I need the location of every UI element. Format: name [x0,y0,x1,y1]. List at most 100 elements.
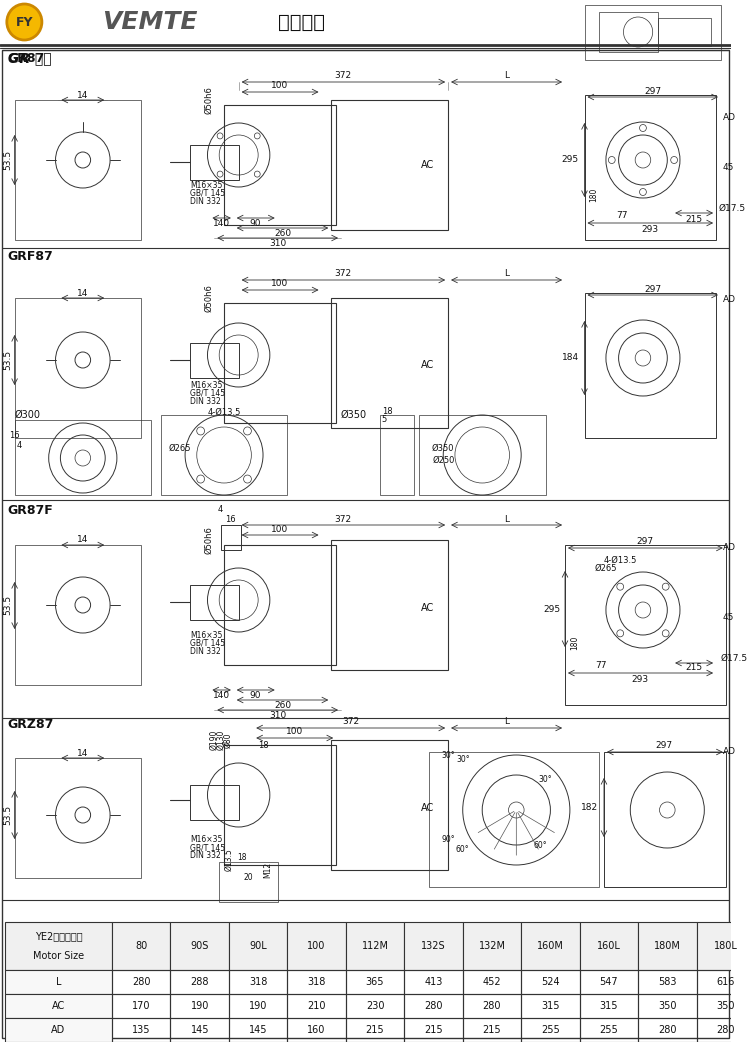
Text: 145: 145 [249,1025,268,1035]
Text: 182: 182 [581,802,598,812]
Bar [463,994,521,1018]
Text: 135: 135 [132,1025,151,1035]
Text: 295: 295 [543,605,560,615]
Bar [638,970,697,994]
Text: GB/T 145: GB/T 145 [190,639,225,647]
Text: Ø50h6: Ø50h6 [205,284,214,312]
Text: 310: 310 [269,711,286,719]
Bar [112,1018,170,1042]
Text: Ø17.5: Ø17.5 [719,203,746,213]
Text: Ø350: Ø350 [432,444,454,452]
Text: 310: 310 [269,240,286,248]
Bar [521,1018,580,1042]
Text: Ø265: Ø265 [169,444,191,452]
Text: AC: AC [421,603,434,613]
Bar [380,415,414,495]
Bar [4,970,112,994]
Bar [332,298,448,428]
Bar [580,1018,638,1042]
Bar [160,415,287,495]
Text: Ø250: Ø250 [432,455,454,465]
Text: 293: 293 [632,675,649,685]
Text: 260: 260 [274,700,291,710]
Bar [584,5,721,60]
Text: 5: 5 [382,416,387,424]
Text: 170: 170 [132,1001,151,1011]
Text: 315: 315 [599,1001,618,1011]
Text: 18: 18 [382,407,392,417]
Text: 112M: 112M [362,941,388,951]
Text: 90S: 90S [190,941,209,951]
Bar [170,1018,229,1042]
Text: 297: 297 [636,538,653,546]
Text: 215: 215 [424,1025,442,1035]
Text: 80: 80 [135,941,148,951]
Text: M16×35: M16×35 [190,380,222,390]
Text: 90: 90 [250,691,261,699]
Text: 140: 140 [212,219,230,227]
Text: 215: 215 [483,1025,501,1035]
Bar [580,922,638,970]
Text: 280: 280 [132,977,151,987]
Bar [14,298,141,438]
Text: 160M: 160M [537,941,564,951]
Bar [112,994,170,1018]
Text: M16×35: M16×35 [190,630,222,640]
Text: 30°: 30° [538,775,552,785]
Text: AD: AD [723,114,736,123]
Text: 20: 20 [244,873,254,883]
Text: 14: 14 [77,91,88,99]
Text: L: L [504,515,509,523]
Text: 524: 524 [541,977,560,987]
Circle shape [7,4,42,40]
Text: 45: 45 [723,164,734,173]
Text: 616: 616 [716,977,735,987]
Text: 132M: 132M [478,941,506,951]
Bar [224,105,336,225]
Text: 318: 318 [308,977,326,987]
Text: 18: 18 [237,853,246,863]
Bar [463,1018,521,1042]
Text: 4: 4 [16,441,22,449]
Bar [14,545,141,685]
Bar [4,1018,112,1042]
Bar [190,585,238,620]
Bar [287,1018,346,1042]
Bar [697,922,750,970]
Text: 100: 100 [286,727,303,737]
Text: 255: 255 [541,1025,560,1035]
Text: 297: 297 [656,742,673,750]
Text: 583: 583 [658,977,676,987]
Text: Ø190: Ø190 [209,729,218,750]
Text: 280: 280 [483,1001,501,1011]
Bar [404,994,463,1018]
Text: 190: 190 [249,1001,267,1011]
Text: GR87F: GR87F [8,503,53,517]
Text: YE2电机机座号: YE2电机机座号 [34,932,82,941]
Bar [346,1018,404,1042]
Bar [112,970,170,994]
Text: 4: 4 [217,505,223,515]
Bar [638,1018,697,1042]
Text: 53.5: 53.5 [3,150,12,170]
Text: Ø17.5: Ø17.5 [721,653,748,663]
Text: 53.5: 53.5 [3,350,12,370]
Bar [170,922,229,970]
Text: 180: 180 [590,188,598,202]
Text: 90: 90 [250,219,261,227]
Text: 215: 215 [685,664,702,672]
Text: AC: AC [52,1001,65,1011]
Text: GB/T 145: GB/T 145 [190,389,225,397]
Bar [190,785,238,820]
Text: 372: 372 [334,270,352,278]
Bar [224,545,336,665]
Bar [14,100,141,240]
Text: 14: 14 [77,289,88,298]
Text: 100: 100 [271,81,288,91]
Text: DIN 332: DIN 332 [190,646,220,655]
Text: DIN 332: DIN 332 [190,397,220,405]
Bar [190,145,238,180]
Bar [404,922,463,970]
Text: GRZ87: GRZ87 [8,719,54,731]
Bar [346,922,404,970]
